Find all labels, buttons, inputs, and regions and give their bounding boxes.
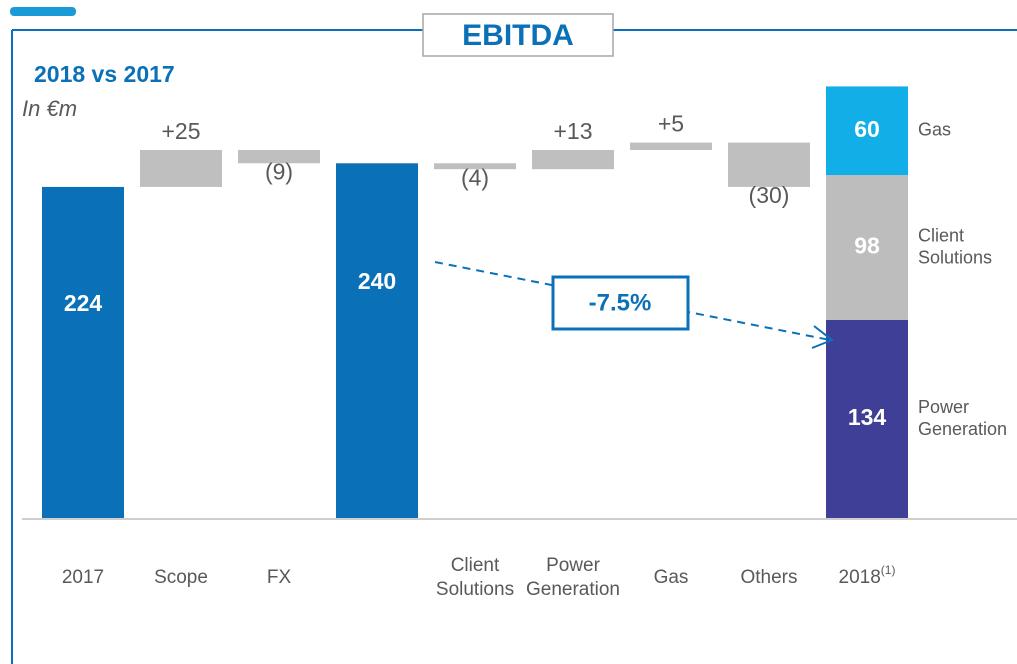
segment-label: 134	[848, 404, 887, 430]
value-label: 224	[64, 290, 103, 316]
annotation-box	[551, 275, 690, 331]
segment-label: 98	[854, 233, 880, 259]
subtitle: 2018 vs 2017	[34, 61, 175, 87]
footnote-mark: (1)	[881, 563, 896, 577]
title-box	[422, 13, 614, 57]
x-tick-label: FX	[267, 567, 292, 588]
accent-bar	[10, 7, 76, 16]
x-tick-label: Others	[740, 567, 797, 588]
x-tick-label: 2017	[62, 567, 104, 588]
x-tick-label: Scope	[154, 567, 208, 588]
value-label: +5	[658, 111, 684, 137]
legend-label: Power Generation	[918, 397, 1007, 439]
chart-title: EBITDA	[462, 19, 574, 52]
stack-segment	[826, 319, 908, 518]
x-tick-label: Client Solutions	[436, 555, 514, 600]
value-label: +25	[161, 118, 200, 144]
x-tick-label: Power Generation	[526, 555, 620, 600]
total-bar	[336, 163, 418, 518]
delta-bar	[434, 163, 516, 170]
delta-bar	[728, 142, 810, 187]
x-tick-label: Gas	[654, 567, 689, 588]
unit-label: In €m	[22, 96, 77, 121]
arrow-head	[811, 325, 834, 349]
delta-bar	[238, 149, 320, 164]
stack-segment	[826, 175, 908, 320]
legend-label: Client Solutions	[918, 225, 992, 267]
annotation: -7.5%	[589, 289, 652, 316]
delta-bar	[140, 149, 222, 187]
value-label: (9)	[265, 158, 293, 184]
x-tick-label: 2018(1)	[839, 563, 896, 588]
segment-label: 60	[854, 116, 880, 142]
legend-label: Gas	[918, 120, 951, 140]
total-bar	[42, 186, 124, 519]
delta-bar	[630, 142, 712, 150]
stack-segment	[826, 86, 908, 176]
value-label: (4)	[461, 164, 489, 190]
value-label: +13	[553, 118, 592, 144]
value-label: 240	[358, 268, 396, 294]
delta-bar	[532, 149, 614, 170]
value-label: (30)	[749, 182, 790, 208]
